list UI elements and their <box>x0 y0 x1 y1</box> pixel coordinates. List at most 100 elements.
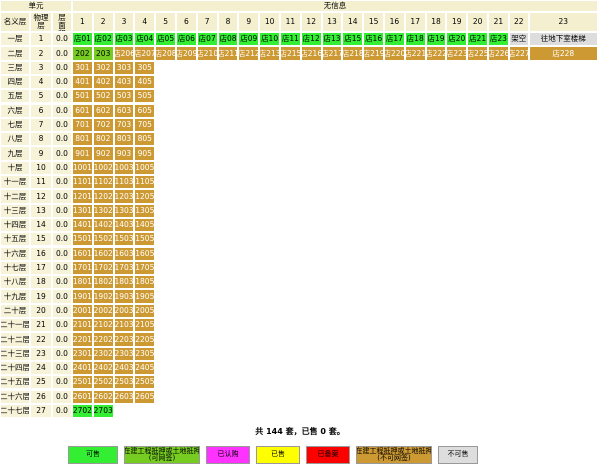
unit-cell: 305 <box>134 60 156 75</box>
unit-cell: 1002 <box>92 160 114 175</box>
row-area: 0.0 <box>52 46 72 61</box>
row-floor: 20 <box>30 303 52 318</box>
unit-cell: 2605 <box>134 389 156 404</box>
column-number: 23 <box>528 12 598 32</box>
row-area: 0.0 <box>52 74 72 90</box>
unit-cell: 2305 <box>134 346 156 361</box>
row-floor: 19 <box>30 289 52 304</box>
unit-cell: 1403 <box>113 217 135 233</box>
column-number: 3 <box>113 12 135 32</box>
unit-cell: 店13 <box>321 32 343 47</box>
unit-cell: 1703 <box>113 260 135 276</box>
row-floor: 5 <box>30 89 52 104</box>
unit-cell: 店227 <box>508 46 529 61</box>
column-number: 10 <box>259 12 280 32</box>
row-area: 0.0 <box>52 360 72 376</box>
row-name: 二十三层 <box>0 346 30 361</box>
unit-cell: 2702 <box>72 403 93 419</box>
unit-cell: 1505 <box>134 232 156 247</box>
unit-cell: 1301 <box>72 203 93 218</box>
row-floor: 15 <box>30 232 52 247</box>
row-area: 0.0 <box>52 175 72 190</box>
row-name: 十一层 <box>0 175 30 190</box>
unit-cell: 602 <box>92 103 114 118</box>
row-area: 0.0 <box>52 189 72 204</box>
row-name: 五层 <box>0 89 30 104</box>
unit-cell: 店211 <box>217 46 239 61</box>
row-name: 十二层 <box>0 189 30 204</box>
column-number: 7 <box>196 12 218 32</box>
row-floor: 13 <box>30 203 52 218</box>
unit-cell: 701 <box>72 117 93 133</box>
row-name: 八层 <box>0 132 30 147</box>
row-area: 0.0 <box>52 132 72 147</box>
column-number: 1 <box>72 12 93 32</box>
row-name: 二十层 <box>0 303 30 318</box>
unit-cell: 1103 <box>113 175 135 190</box>
column-number: 16 <box>384 12 405 32</box>
unit-cell: 705 <box>134 117 156 133</box>
row-area: 0.0 <box>52 146 72 161</box>
row-area: 0.0 <box>52 275 72 290</box>
row-area: 0.0 <box>52 160 72 175</box>
unit-cell: 1105 <box>134 175 156 190</box>
legend-label: 在建工程抵押或土地抵押 <box>356 446 432 455</box>
column-number: 17 <box>404 12 426 32</box>
unit-cell: 605 <box>134 103 156 118</box>
unit-cell: 2002 <box>92 303 114 318</box>
row-name: 十七层 <box>0 260 30 276</box>
row-name: 二十六层 <box>0 389 30 404</box>
row-area: 0.0 <box>52 217 72 233</box>
unit-cell: 1802 <box>92 275 114 290</box>
unit-cell: 2403 <box>113 360 135 376</box>
row-floor: 16 <box>30 246 52 261</box>
unit-cell: 403 <box>113 74 135 90</box>
unit-cell: 店216 <box>300 46 322 61</box>
unit-cell: 2501 <box>72 375 93 390</box>
unit-cell: 2402 <box>92 360 114 376</box>
unit-cell: 2505 <box>134 375 156 390</box>
row-area: 0.0 <box>52 117 72 133</box>
row-area: 0.0 <box>52 346 72 361</box>
unit-cell: 店221 <box>404 46 426 61</box>
row-floor: 4 <box>30 74 52 90</box>
legend-label: 已备案 <box>317 450 339 459</box>
column-number: 2 <box>92 12 114 32</box>
row-floor: 12 <box>30 189 52 204</box>
row-floor: 10 <box>30 160 52 175</box>
column-number: 15 <box>363 12 384 32</box>
unit-cell: 2201 <box>72 332 93 347</box>
unit-cell: 2303 <box>113 346 135 361</box>
row-name: 一层 <box>0 32 30 47</box>
row-floor: 24 <box>30 360 52 376</box>
unit-cell: 往地下室楼梯 <box>528 32 598 47</box>
unit-cell: 1803 <box>113 275 135 290</box>
row-floor: 6 <box>30 103 52 118</box>
unit-cell: 店15 <box>342 32 364 47</box>
row-area: 0.0 <box>52 32 72 47</box>
unit-cell: 703 <box>113 117 135 133</box>
legend-label: 在建工程抵押或土地抵押 <box>124 446 200 455</box>
unit-cell: 702 <box>92 117 114 133</box>
legend-label: 可售 <box>86 450 100 459</box>
row-name: 二层 <box>0 46 30 61</box>
column-number: 21 <box>488 12 509 32</box>
unit-cell: 2101 <box>72 318 93 333</box>
row-name: 二十一层 <box>0 318 30 333</box>
unit-cell: 203 <box>92 46 114 61</box>
column-number: 4 <box>134 12 156 32</box>
unit-cell: 店06 <box>176 32 197 47</box>
unit-cell: 1502 <box>92 232 114 247</box>
unit-cell: 2502 <box>92 375 114 390</box>
unit-cell: 店01 <box>72 32 93 47</box>
unit-header: 单元 <box>0 0 72 12</box>
unit-cell: 店213 <box>259 46 280 61</box>
row-area: 0.0 <box>52 403 72 419</box>
row-floor: 27 <box>30 403 52 419</box>
row-area: 0.0 <box>52 203 72 218</box>
unit-cell: 2103 <box>113 318 135 333</box>
legend-label: (不可网签) <box>377 454 411 462</box>
row-floor: 7 <box>30 117 52 133</box>
unit-cell: 1101 <box>72 175 93 190</box>
row-name: 九层 <box>0 146 30 161</box>
